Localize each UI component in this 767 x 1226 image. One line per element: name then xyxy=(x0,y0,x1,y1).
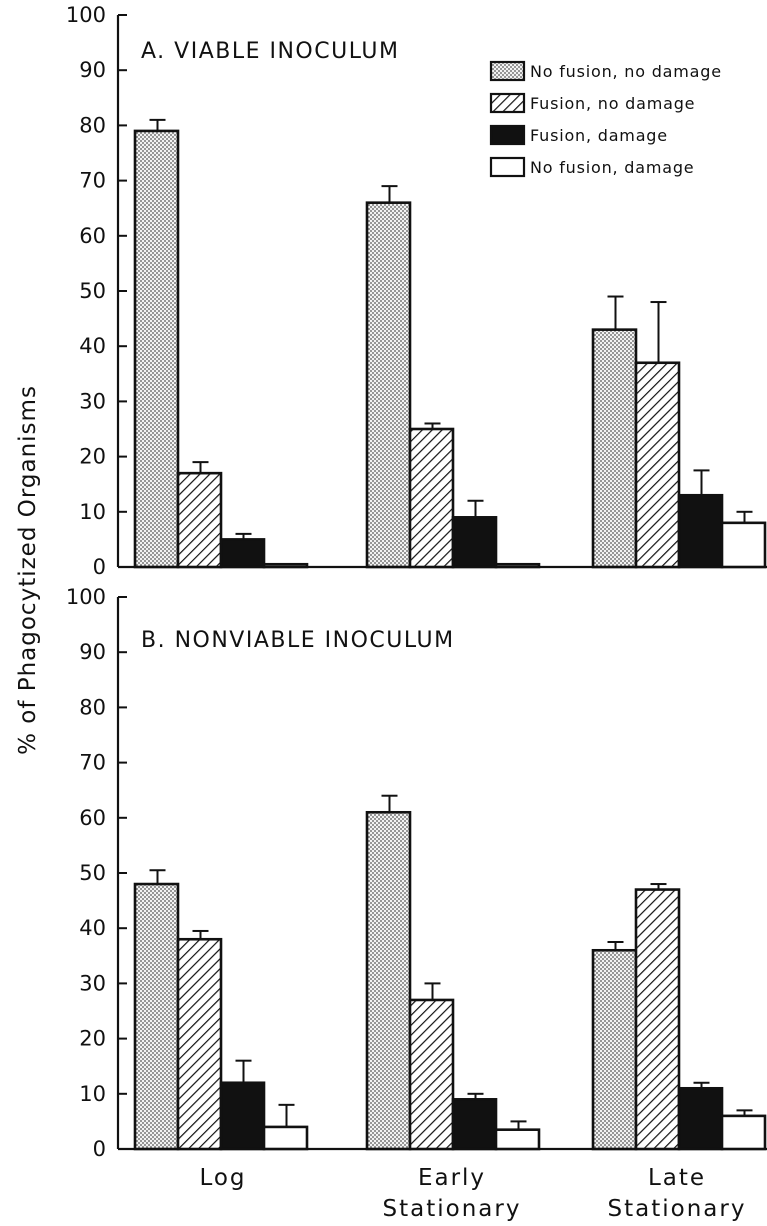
bar-b-series-0-cat-1 xyxy=(365,810,412,1151)
y-tick-label: 60 xyxy=(79,224,106,248)
y-tick-label: 10 xyxy=(79,500,106,524)
category-label-0-line-0: Log xyxy=(199,1165,246,1191)
y-tick-label: 50 xyxy=(79,861,106,885)
legend-label-3: No fusion, damage xyxy=(530,158,694,177)
y-tick-label: 80 xyxy=(79,695,106,719)
legend: No fusion, no damage Fusion, no damage Fus… xyxy=(489,60,722,178)
y-tick-label: 40 xyxy=(79,916,106,940)
bar-b-series-0-cat-0 xyxy=(133,882,180,1151)
y-tick-label: 70 xyxy=(79,751,106,775)
bar-a-series-0-cat-2 xyxy=(591,328,638,569)
legend-swatch-1 xyxy=(489,92,526,114)
bar-b-series-3-cat-2 xyxy=(720,1114,767,1151)
bar-a-series-3-cat-0 xyxy=(262,562,309,569)
bar-a-series-2-cat-0 xyxy=(219,538,266,569)
bar-a-series-2-cat-2 xyxy=(677,493,724,569)
y-tick-label: 30 xyxy=(79,389,106,413)
bar-a-series-1-cat-2 xyxy=(634,361,681,569)
bar-b-series-3-cat-0 xyxy=(262,1125,309,1151)
bar-a-series-1-cat-0 xyxy=(176,471,223,569)
category-label-1-line-1: Stationary xyxy=(383,1196,522,1222)
legend-label-2: Fusion, damage xyxy=(530,126,668,145)
y-tick-label: 70 xyxy=(79,169,106,193)
panel-a-title: A. VIABLE INOCULUM xyxy=(141,39,399,64)
bar-b-series-1-cat-0 xyxy=(176,937,223,1151)
y-tick-label: 30 xyxy=(79,971,106,995)
y-axis-label: % of Phagocytized Organisms xyxy=(15,385,41,755)
legend-swatch-0 xyxy=(489,60,526,82)
y-tick-label: 40 xyxy=(79,334,106,358)
bar-a-series-3-cat-2 xyxy=(720,521,767,569)
bar-b-series-2-cat-2 xyxy=(677,1086,724,1151)
panel-b-nonviable-inoculum: B. NONVIABLE INOCULUM 0 10 20 30 40 50 60 70 80 9… xyxy=(66,585,767,1161)
y-tick-label: 100 xyxy=(66,3,106,27)
category-label-1-line-0: Early xyxy=(418,1165,486,1191)
bar-b-series-1-cat-1 xyxy=(408,998,455,1151)
y-tick-label: 60 xyxy=(79,806,106,830)
y-tick-label: 80 xyxy=(79,113,106,137)
bar-b-series-2-cat-1 xyxy=(451,1098,498,1151)
y-tick-label: 100 xyxy=(66,585,106,609)
legend-label-1: Fusion, no damage xyxy=(530,94,695,113)
bar-b-series-2-cat-0 xyxy=(219,1081,266,1151)
bar-a-series-3-cat-1 xyxy=(494,562,541,569)
bar-b-series-0-cat-2 xyxy=(591,948,638,1151)
category-labels: Log Early Stationary Late Stationary xyxy=(199,1165,747,1222)
y-tick-label: 20 xyxy=(79,1027,106,1051)
legend-swatch-2 xyxy=(489,124,526,146)
y-tick-label: 90 xyxy=(79,640,106,664)
legend-label-0: No fusion, no damage xyxy=(530,62,722,81)
y-tick-label: 10 xyxy=(79,1082,106,1106)
bar-a-series-0-cat-1 xyxy=(365,201,412,569)
bar-b-series-1-cat-2 xyxy=(634,888,681,1151)
y-tick-label: 0 xyxy=(93,555,106,579)
bar-a-series-2-cat-1 xyxy=(451,516,498,569)
y-tick-label: 50 xyxy=(79,279,106,303)
legend-swatch-3 xyxy=(489,156,526,178)
y-tick-label: 0 xyxy=(93,1137,106,1161)
category-label-2-line-1: Stationary xyxy=(608,1196,747,1222)
y-tick-label: 20 xyxy=(79,445,106,469)
bar-a-series-1-cat-1 xyxy=(408,427,455,569)
panel-a-viable-inoculum: A. VIABLE INOCULUM 0 10 20 30 40 50 60 70 80 90 10… xyxy=(66,3,767,579)
panel-b-title: B. NONVIABLE INOCULUM xyxy=(141,628,455,653)
bar-b-series-3-cat-1 xyxy=(494,1128,541,1151)
category-label-2-line-0: Late xyxy=(648,1165,706,1191)
bar-a-series-0-cat-0 xyxy=(133,129,180,569)
y-tick-label: 90 xyxy=(79,58,106,82)
